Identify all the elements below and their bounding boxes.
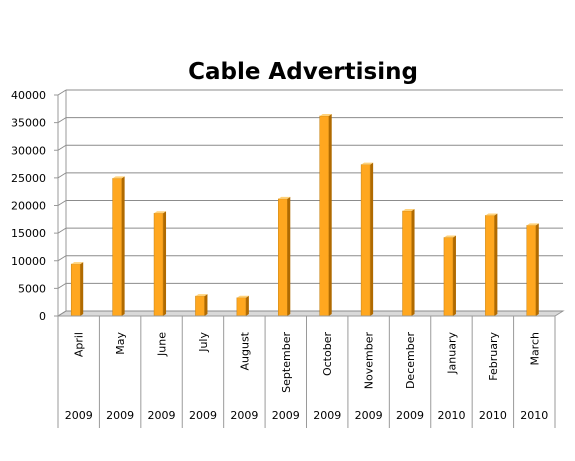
y-tick-label: 40000 — [11, 89, 46, 102]
bar — [443, 235, 456, 317]
y-tick-label: 20000 — [11, 200, 46, 213]
x-year-label: 2010 — [437, 409, 465, 422]
bar-front — [112, 178, 122, 317]
bar-front — [443, 237, 454, 317]
gridline-depth — [57, 227, 67, 234]
bar-top — [443, 235, 456, 238]
bar-side — [535, 223, 539, 316]
x-tick-label: August — [238, 331, 251, 370]
bar-front — [236, 297, 247, 317]
bar-side — [245, 295, 249, 316]
bar-front — [70, 263, 81, 317]
x-tick-label: November — [363, 332, 376, 390]
bar — [319, 113, 332, 317]
x-year-label: 2009 — [148, 409, 176, 422]
x-year-label: 2009 — [396, 409, 424, 422]
bar — [360, 162, 374, 317]
bar — [485, 213, 498, 317]
bar — [236, 295, 249, 317]
bar-top — [71, 262, 84, 265]
y-tick-label: 30000 — [11, 144, 46, 157]
bar-side — [494, 213, 498, 316]
x-tick-label: December — [404, 332, 417, 390]
bar — [70, 262, 84, 317]
bar-front — [485, 215, 495, 317]
bar-top — [236, 295, 249, 298]
bar-side — [121, 176, 125, 316]
x-year-label: 2009 — [189, 409, 217, 422]
x-year-label: 2009 — [272, 409, 300, 422]
x-year-label: 2009 — [106, 409, 134, 422]
bar — [153, 211, 167, 317]
bar-top — [154, 211, 167, 214]
chart-title: Cable Advertising — [188, 59, 418, 85]
y-tick-label: 35000 — [11, 117, 46, 130]
bar-top — [526, 223, 539, 226]
bar — [195, 294, 208, 317]
y-tick-label: 15000 — [11, 227, 46, 240]
x-tick-label: May — [114, 332, 127, 355]
bar-side — [163, 211, 167, 316]
y-tick-label: 0 — [39, 310, 46, 323]
bar-front — [195, 295, 205, 317]
bar-side — [80, 262, 84, 316]
bar-side — [328, 113, 332, 317]
bar-top — [485, 213, 498, 216]
x-year-label: 2009 — [355, 409, 383, 422]
bar-top — [402, 209, 415, 212]
gridline-depth — [57, 282, 67, 289]
bar — [526, 223, 539, 317]
y-axis-ticks: 0 5000 10000 15000 20000 25000 30000 35000 40000 — [11, 89, 46, 323]
bar-front — [319, 115, 329, 317]
gridline-depth — [57, 144, 67, 151]
x-tick-label: June — [156, 332, 169, 357]
bar-front — [360, 164, 371, 317]
bar-front — [402, 210, 412, 317]
x-tick-label: September — [280, 332, 293, 393]
gridline-depth — [57, 200, 67, 206]
bar-front — [526, 225, 537, 317]
gridline-depth — [57, 310, 67, 317]
x-tick-label: April — [73, 332, 86, 357]
bar-top — [195, 294, 208, 297]
bar — [112, 176, 125, 317]
x-tick-label: March — [528, 332, 541, 366]
y-tick-label: 25000 — [11, 172, 46, 185]
bar-side — [370, 162, 374, 316]
x-tick-label: February — [487, 332, 500, 381]
gridline-depth — [57, 255, 67, 262]
gridline-depth — [57, 117, 67, 124]
bar-top — [361, 162, 374, 165]
y-tick-label: 5000 — [18, 282, 46, 295]
x-tick-label: July — [197, 332, 210, 353]
bar-front — [278, 198, 288, 317]
x-tick-label: October — [321, 332, 334, 376]
gridline-depth — [57, 89, 67, 96]
x-year-label: 2010 — [479, 409, 507, 422]
bar-side — [204, 294, 208, 316]
gridlines — [54, 89, 565, 317]
x-axis-table: April 2009 May 2009 June 2009 July 2009 August 20… — [57, 315, 556, 428]
bar-top — [112, 176, 125, 179]
x-year-label: 2009 — [313, 409, 341, 422]
bar-front — [153, 212, 164, 317]
bar — [278, 196, 291, 317]
gridline-depth — [57, 172, 67, 179]
y-tick-label: 10000 — [11, 255, 46, 268]
bar-side — [452, 235, 456, 316]
x-year-label: 2010 — [520, 409, 548, 422]
bar-top — [278, 196, 291, 199]
bar-top — [319, 113, 332, 116]
bar-side — [411, 209, 415, 316]
x-tick-label: January — [445, 332, 458, 375]
x-year-label: 2009 — [230, 409, 258, 422]
bars — [70, 113, 539, 317]
x-year-label: 2009 — [65, 409, 93, 422]
bar — [402, 209, 415, 317]
bar-side — [287, 196, 291, 316]
